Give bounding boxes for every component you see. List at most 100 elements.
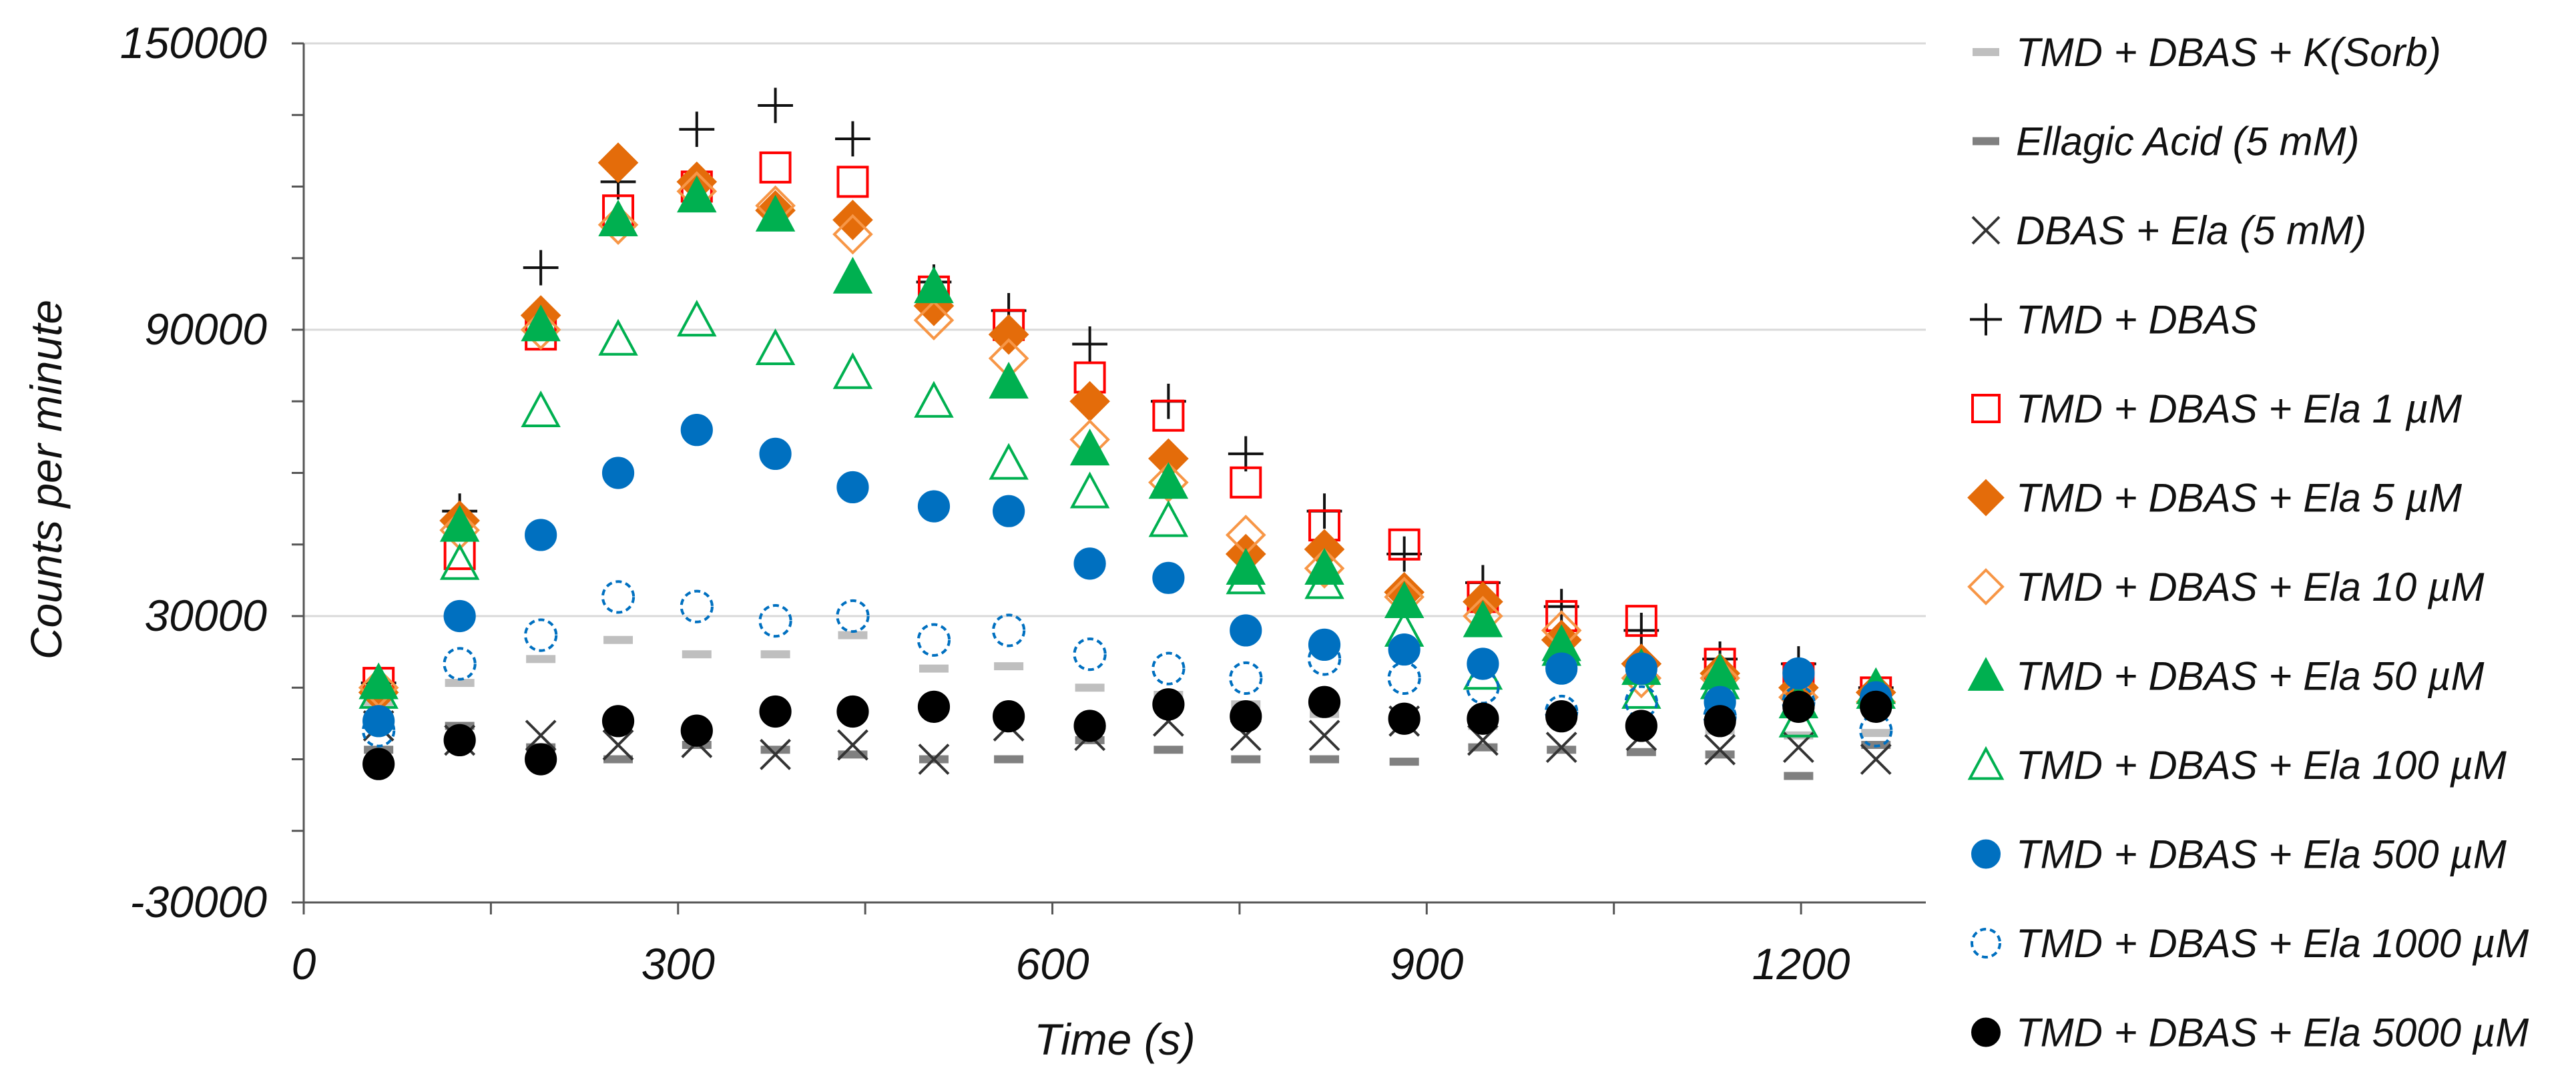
data-point <box>993 700 1025 733</box>
data-point <box>993 495 1025 527</box>
legend-item: TMD + DBAS + Ela 5 µM <box>1967 476 2462 521</box>
legend-label: TMD + DBAS + Ela 1 µM <box>2016 386 2462 431</box>
data-point <box>1782 732 1814 764</box>
data-point <box>1304 562 1344 599</box>
data-point <box>917 623 951 657</box>
legend-item: TMD + DBAS + Ela 10 µM <box>1967 565 2484 609</box>
legend-item: DBAS + Ela (5 mM) <box>1971 208 2366 253</box>
legend-marker <box>1971 928 2001 959</box>
legend-item: Ellagic Acid (5 mM) <box>1973 119 2360 164</box>
series <box>358 142 1896 713</box>
data-point <box>1069 380 1110 422</box>
data-point <box>1860 690 1892 723</box>
legend-label: TMD + DBAS + Ela 100 µM <box>2016 743 2507 788</box>
data-point <box>1625 652 1657 685</box>
data-point <box>1304 548 1345 589</box>
legend-label: DBAS + Ela (5 mM) <box>2016 208 2366 253</box>
data-point <box>914 380 954 418</box>
data-point <box>755 328 796 366</box>
legend-marker <box>1971 1017 2001 1047</box>
data-point <box>680 714 713 747</box>
data-point <box>917 490 951 523</box>
data-point <box>362 748 395 780</box>
data-point <box>760 738 791 770</box>
series <box>364 631 1891 740</box>
x-tick-label: 600 <box>1015 939 1089 989</box>
x-tick-label: 0 <box>292 939 316 989</box>
data-point <box>989 443 1029 480</box>
data-point <box>1230 614 1262 647</box>
legend-label: TMD + DBAS + Ela 500 µM <box>2016 832 2507 877</box>
data-point <box>362 705 395 738</box>
legend-marker <box>1971 394 2001 423</box>
data-point <box>1387 661 1421 696</box>
legend-marker <box>1967 657 2005 691</box>
data-point <box>1704 734 1736 766</box>
data-point <box>1072 326 1108 362</box>
legend-label: TMD + DBAS <box>2016 298 2258 342</box>
data-point <box>992 613 1026 647</box>
data-point <box>680 414 713 447</box>
legend-marker <box>1967 568 2005 605</box>
data-point <box>598 318 638 356</box>
data-point <box>837 729 868 761</box>
data-point <box>836 471 869 504</box>
data-point <box>914 266 954 304</box>
series <box>360 87 1894 706</box>
data-point <box>918 744 950 775</box>
legend-label: TMD + DBAS + Ela 5 µM <box>2016 476 2462 521</box>
data-point <box>443 599 476 633</box>
data-point <box>524 618 558 652</box>
data-point <box>1307 642 1342 676</box>
data-point <box>1388 528 1421 561</box>
axis-ticks: -30000 30000 90000 150000 0 300 600 900 1200 <box>120 18 1850 989</box>
data-point <box>1545 732 1577 764</box>
data-point <box>439 543 480 580</box>
data-point <box>1151 651 1186 686</box>
data-point <box>1230 700 1262 733</box>
data-point <box>1625 710 1657 742</box>
data-point <box>759 437 792 471</box>
data-point <box>1073 637 1107 671</box>
legend: TMD + DBAS + K(Sorb) Ellagic Acid (5 mM) D… <box>1967 30 2529 1055</box>
legend-label: TMD + DBAS + Ela 10 µM <box>2016 565 2484 609</box>
data-point <box>602 729 634 761</box>
series <box>362 580 1893 748</box>
data-point <box>1148 500 1189 537</box>
data-point <box>601 457 635 489</box>
data-point <box>759 695 792 728</box>
data-point <box>439 505 480 542</box>
legend-item: TMD + DBAS + Ela 50 µM <box>1967 654 2484 699</box>
legend-label: Ellagic Acid (5 mM) <box>2016 119 2360 164</box>
data-point <box>1228 436 1264 472</box>
data-point <box>1386 536 1423 572</box>
y-tick-label: -30000 <box>130 877 267 926</box>
data-point <box>1148 462 1189 499</box>
data-point <box>832 256 873 294</box>
legend-item: TMD + DBAS + Ela 1000 µM <box>1971 921 2529 966</box>
data-point <box>1069 471 1110 509</box>
legend-item: TMD + DBAS + Ela 100 µM <box>1967 743 2507 788</box>
data-point <box>1152 561 1185 594</box>
data-point <box>1704 705 1736 738</box>
data-point <box>362 714 396 748</box>
data-point <box>988 314 1029 355</box>
data-point <box>521 390 561 427</box>
legend-item: TMD + DBAS + Ela 5000 µM <box>1971 1011 2529 1055</box>
data-point <box>597 204 639 246</box>
legend-marker <box>1970 303 2002 336</box>
data-point <box>677 300 717 337</box>
legend-item: TMD + DBAS + Ela 1 µM <box>1971 386 2462 431</box>
data-point <box>836 166 869 198</box>
data-point <box>525 519 557 551</box>
data-point <box>443 647 477 681</box>
data-point <box>443 724 476 757</box>
y-axis-title: Counts per minute <box>21 300 71 659</box>
data-point <box>598 199 638 236</box>
data-point <box>679 111 715 148</box>
data-point <box>1623 613 1659 648</box>
legend-marker <box>1971 839 2001 869</box>
legend-marker <box>1967 746 2005 780</box>
data-point <box>1229 661 1263 696</box>
